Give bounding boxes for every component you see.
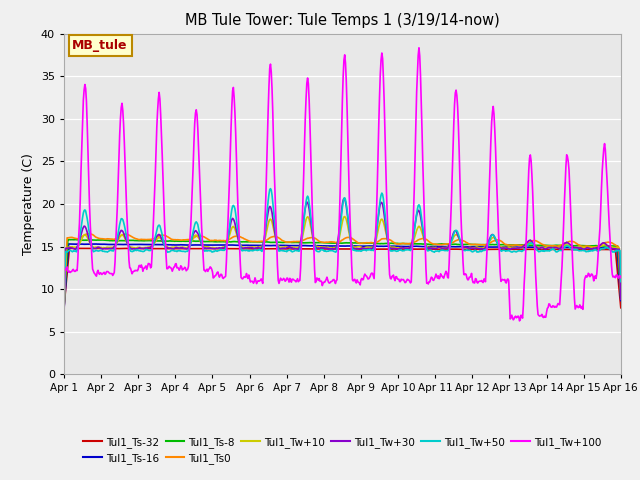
Tul1_Ts-32 — [60, 304, 68, 310]
Tul1_Ts-8 — [60, 304, 68, 310]
Tul1_Ts-8 — [566, 243, 574, 249]
Line: Tul1_Ts-8: Tul1_Ts-8 — [64, 240, 621, 307]
Tul1_Ts-16 — [617, 298, 625, 303]
Tul1_Tw+10 — [389, 244, 397, 250]
Line: Tul1_Tw+100: Tul1_Tw+100 — [64, 48, 621, 321]
Tul1_Ts-16 — [335, 243, 342, 249]
Tul1_Ts-32 — [183, 246, 191, 252]
Tul1_Ts-16 — [444, 244, 451, 250]
Tul1_Ts-16 — [207, 242, 215, 248]
Tul1_Ts-32 — [67, 245, 75, 251]
Text: MB_tule: MB_tule — [72, 39, 128, 52]
Tul1_Ts0 — [86, 230, 93, 236]
Tul1_Ts-16 — [389, 243, 397, 249]
Tul1_Tw+100 — [388, 274, 396, 279]
Tul1_Tw+50 — [60, 310, 68, 316]
Tul1_Ts-32 — [566, 247, 574, 252]
Tul1_Tw+100 — [60, 318, 68, 324]
Tul1_Tw+100 — [182, 268, 190, 274]
Tul1_Ts-32 — [444, 246, 451, 252]
Tul1_Tw+50 — [444, 248, 451, 253]
Tul1_Tw+10 — [617, 288, 625, 293]
Tul1_Ts0 — [183, 237, 191, 242]
Tul1_Tw+50 — [182, 248, 190, 254]
Legend: Tul1_Ts-32, Tul1_Ts-16, Tul1_Ts-8, Tul1_Ts0, Tul1_Tw+10, Tul1_Tw+30, Tul1_Tw+50,: Tul1_Ts-32, Tul1_Ts-16, Tul1_Ts-8, Tul1_… — [79, 432, 605, 468]
Tul1_Ts-16 — [183, 242, 191, 248]
Tul1_Tw+10 — [566, 243, 574, 249]
Tul1_Tw+100 — [415, 45, 423, 51]
Line: Tul1_Tw+50: Tul1_Tw+50 — [64, 189, 621, 313]
Tul1_Tw+100 — [566, 205, 574, 211]
Y-axis label: Temperature (C): Temperature (C) — [22, 153, 35, 255]
Tul1_Ts-16 — [566, 245, 574, 251]
Tul1_Tw+10 — [60, 308, 68, 314]
Tul1_Ts0 — [207, 238, 215, 243]
Tul1_Ts-8 — [444, 241, 451, 247]
Tul1_Tw+50 — [617, 279, 625, 285]
Tul1_Ts0 — [444, 241, 451, 247]
Tul1_Tw+30 — [566, 242, 574, 248]
Tul1_Tw+10 — [182, 245, 190, 251]
Tul1_Tw+30 — [389, 246, 397, 252]
Tul1_Tw+30 — [206, 245, 214, 251]
Tul1_Ts-8 — [183, 239, 191, 244]
Tul1_Ts-32 — [335, 246, 342, 252]
Tul1_Ts-32 — [617, 305, 625, 311]
Line: Tul1_Ts0: Tul1_Ts0 — [64, 233, 621, 306]
Tul1_Tw+10 — [341, 214, 349, 219]
Tul1_Tw+100 — [444, 275, 451, 280]
Tul1_Tw+100 — [334, 263, 342, 268]
Tul1_Tw+30 — [444, 245, 451, 251]
Tul1_Tw+50 — [566, 246, 574, 252]
Tul1_Ts0 — [389, 239, 397, 245]
Tul1_Ts-32 — [207, 246, 215, 252]
Tul1_Tw+30 — [334, 238, 342, 244]
Tul1_Tw+50 — [206, 248, 214, 254]
Tul1_Tw+30 — [182, 246, 190, 252]
Tul1_Tw+30 — [340, 195, 348, 201]
Tul1_Tw+50 — [389, 248, 397, 253]
Title: MB Tule Tower: Tule Temps 1 (3/19/14-now): MB Tule Tower: Tule Temps 1 (3/19/14-now… — [185, 13, 500, 28]
Tul1_Ts-8 — [617, 294, 625, 300]
Tul1_Ts-32 — [389, 246, 397, 252]
Tul1_Ts0 — [335, 240, 342, 245]
Tul1_Ts-8 — [389, 240, 397, 246]
Tul1_Tw+10 — [334, 241, 342, 247]
Line: Tul1_Tw+10: Tul1_Tw+10 — [64, 216, 621, 311]
Tul1_Ts0 — [60, 303, 68, 309]
Tul1_Tw+50 — [267, 186, 275, 192]
Tul1_Tw+30 — [60, 296, 68, 301]
Line: Tul1_Ts-16: Tul1_Ts-16 — [64, 244, 621, 309]
Tul1_Tw+100 — [206, 264, 214, 270]
Tul1_Tw+50 — [335, 238, 342, 244]
Tul1_Tw+10 — [206, 245, 214, 251]
Tul1_Ts-16 — [60, 306, 68, 312]
Tul1_Ts-8 — [335, 240, 342, 246]
Tul1_Tw+10 — [444, 244, 451, 250]
Tul1_Tw+100 — [617, 275, 625, 280]
Line: Tul1_Tw+30: Tul1_Tw+30 — [64, 198, 621, 299]
Tul1_Ts0 — [617, 292, 625, 298]
Tul1_Ts-8 — [207, 239, 215, 244]
Tul1_Ts0 — [566, 239, 574, 244]
Tul1_Ts-16 — [89, 241, 97, 247]
Tul1_Tw+30 — [617, 296, 625, 302]
Line: Tul1_Ts-32: Tul1_Ts-32 — [64, 248, 621, 308]
Tul1_Ts-8 — [72, 237, 79, 242]
